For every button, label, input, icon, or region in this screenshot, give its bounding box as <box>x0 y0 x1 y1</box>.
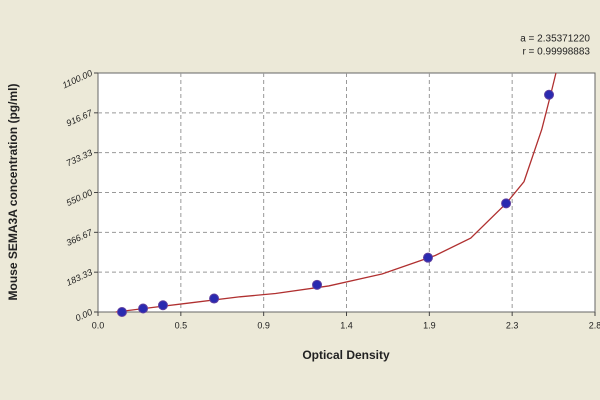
data-point <box>116 307 127 317</box>
x-tick-label: 0.0 <box>92 320 105 330</box>
data-point <box>501 198 512 209</box>
y-axis-label: Mouse SEMA3A concentration (pg/ml) <box>6 84 20 301</box>
x-tick-label: 1.9 <box>423 320 436 330</box>
data-point <box>157 300 168 311</box>
data-point <box>312 279 323 290</box>
data-point <box>422 252 433 263</box>
fit-curve <box>115 72 557 313</box>
data-point <box>544 89 555 100</box>
x-axis-label: Optical Density <box>302 348 390 362</box>
annotation: a = 2.35371220 <box>520 34 590 45</box>
x-tick-label: 2.3 <box>506 320 519 330</box>
x-tick-label: 2.8 <box>589 320 600 330</box>
annotation: r = 0.99998883 <box>522 47 590 58</box>
x-tick-label: 1.4 <box>340 320 353 330</box>
data-point <box>138 303 149 314</box>
data-point <box>209 293 220 304</box>
x-tick-label: 0.9 <box>257 320 270 330</box>
x-tick-label: 0.5 <box>175 320 188 330</box>
